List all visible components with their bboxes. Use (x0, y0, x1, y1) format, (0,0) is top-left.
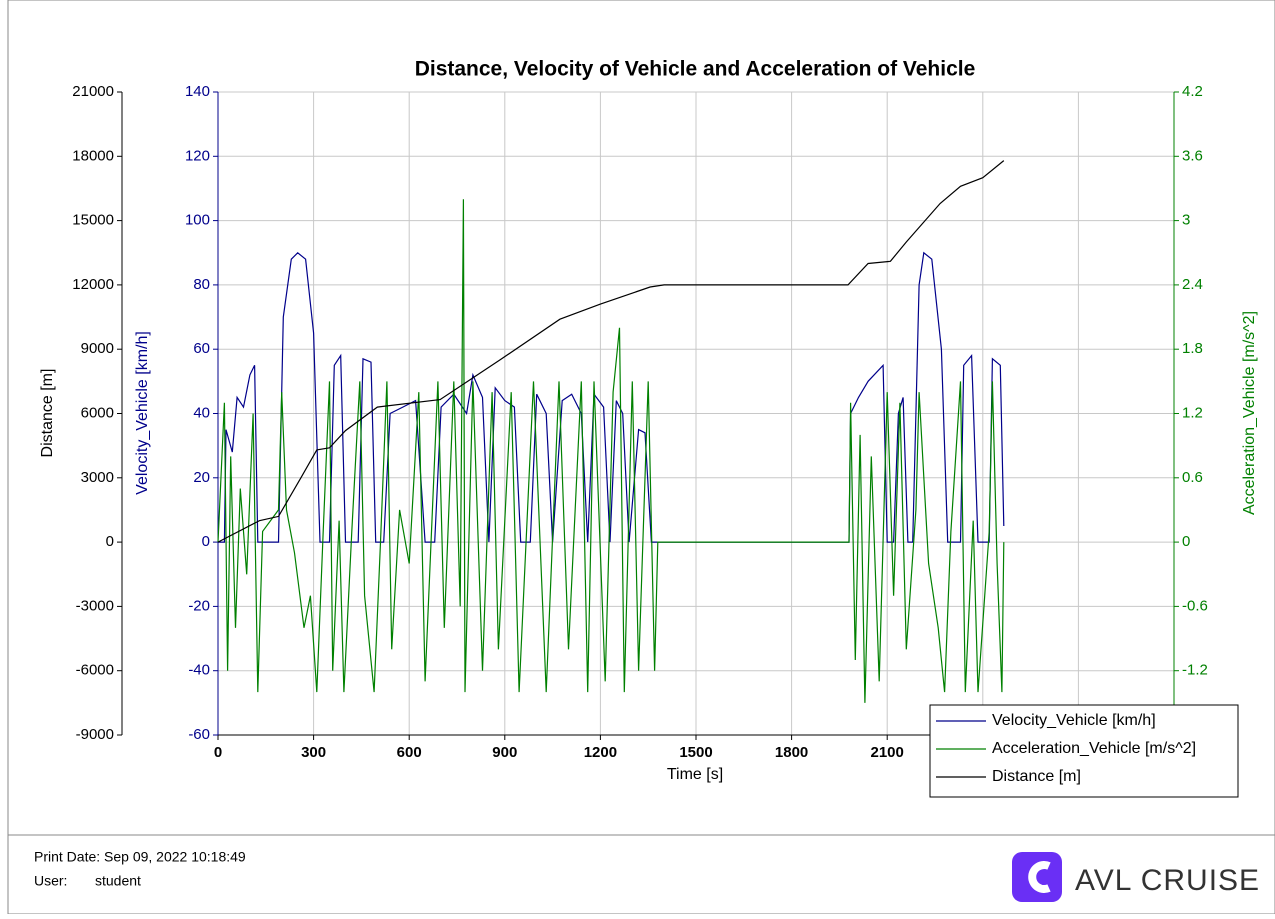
legend-label: Velocity_Vehicle [km/h] (992, 712, 1156, 729)
y-tick-label: -20 (188, 597, 210, 614)
y3-tick-label: 3000 (81, 469, 114, 486)
y-tick-label: -60 (188, 726, 210, 743)
y2-tick-label: 4.2 (1182, 83, 1203, 100)
series-line (217, 160, 1005, 543)
y3-tick-label: 18000 (72, 147, 114, 164)
y2-tick-label: 1.8 (1182, 340, 1203, 357)
y2-tick-label: 3.6 (1182, 147, 1203, 164)
y-tick-label: 140 (185, 83, 210, 100)
legend-label: Acceleration_Vehicle [m/s^2] (992, 740, 1196, 757)
x-tick-label: 0 (214, 744, 222, 761)
y3-tick-label: 0 (106, 533, 114, 550)
legend-box (929, 704, 1239, 798)
legend-label: Distance [m] (992, 768, 1081, 785)
y-tick-label: 120 (185, 147, 210, 164)
series-line (217, 199, 1005, 703)
x-tick-label: 1500 (679, 744, 712, 761)
print-date: Print Date: Sep 09, 2022 10:18:49 (34, 849, 246, 865)
y3-tick-label: -9000 (76, 726, 114, 743)
x-tick-label: 1200 (584, 744, 617, 761)
y2-axis-label: Acceleration_Vehicle [m/s^2] (1241, 311, 1258, 515)
x-tick-label: 900 (492, 744, 517, 761)
y3-tick-label: 21000 (72, 83, 114, 100)
series-line (218, 251, 1005, 543)
y2-tick-label: 1.2 (1182, 404, 1203, 421)
user-name: student (95, 873, 141, 889)
user-label: User: (34, 873, 67, 889)
y3-tick-label: -3000 (76, 597, 114, 614)
y2-tick-label: 0.6 (1182, 469, 1203, 486)
y-tick-label: -40 (188, 662, 210, 679)
brand-logo (1012, 852, 1062, 902)
y3-tick-label: 12000 (72, 276, 114, 293)
y-tick-label: 80 (193, 276, 210, 293)
y2-tick-label: -0.6 (1182, 597, 1208, 614)
x-tick-label: 600 (397, 744, 422, 761)
x-tick-label: 2100 (871, 744, 904, 761)
y3-tick-label: 9000 (81, 340, 114, 357)
y3-tick-label: -6000 (76, 662, 114, 679)
y2-tick-label: 3 (1182, 212, 1190, 229)
y-tick-label: 0 (202, 533, 210, 550)
y-tick-label: 40 (193, 404, 210, 421)
y-tick-label: 100 (185, 212, 210, 229)
y2-tick-label: 2.4 (1182, 276, 1203, 293)
brand-name: AVL CRUISE (1075, 864, 1260, 897)
x-tick-label: 300 (301, 744, 326, 761)
y-axis-label: Velocity_Vehicle [km/h] (134, 331, 151, 495)
y-tick-label: 60 (193, 340, 210, 357)
y2-tick-label: -1.2 (1182, 662, 1208, 679)
y2-tick-label: 0 (1182, 533, 1190, 550)
chart-title: Distance, Velocity of Vehicle and Accele… (415, 58, 976, 81)
y-tick-label: 20 (193, 469, 210, 486)
x-axis-label: Time [s] (667, 766, 723, 783)
y3-axis-label: Distance [m] (39, 369, 56, 458)
y3-tick-label: 6000 (81, 404, 114, 421)
x-tick-label: 1800 (775, 744, 808, 761)
y3-tick-label: 15000 (72, 212, 114, 229)
